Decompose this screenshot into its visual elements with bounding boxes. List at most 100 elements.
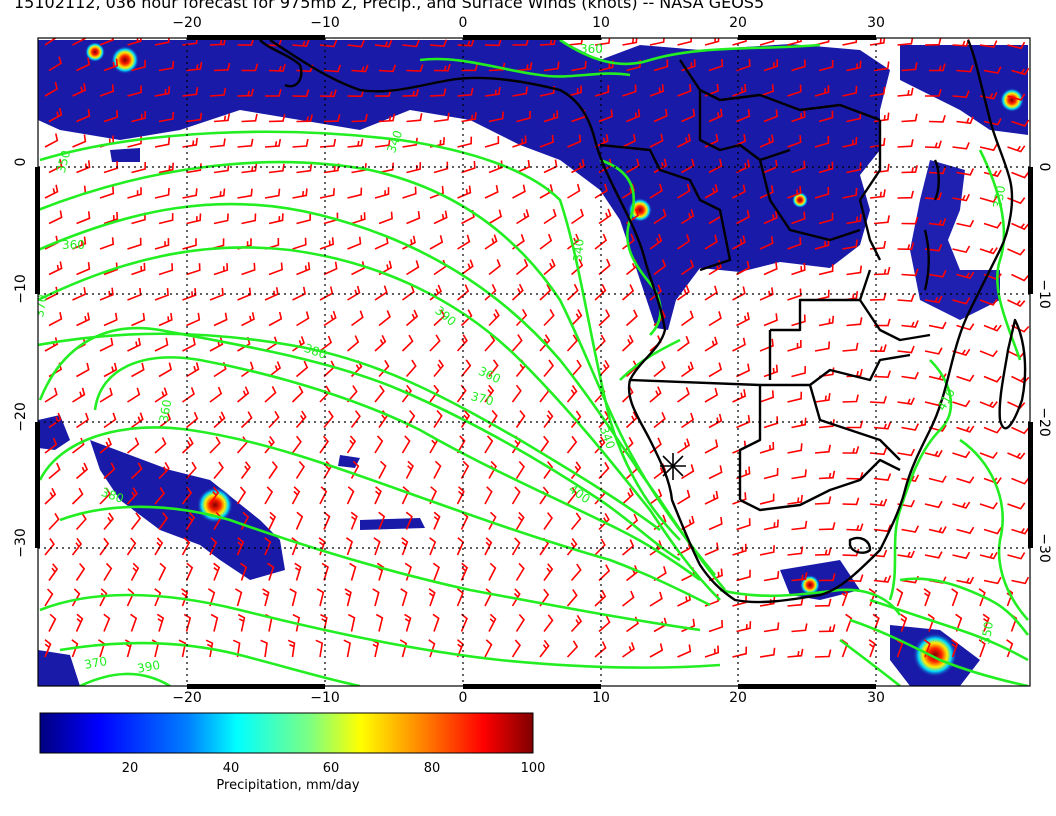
wind-barb xyxy=(406,64,424,72)
wind-barb xyxy=(319,188,335,199)
lon-tick-label: −10 xyxy=(310,15,340,31)
wind-barb xyxy=(457,136,473,148)
wind-barb xyxy=(869,344,887,353)
wind-barb xyxy=(103,613,111,632)
wind-barb xyxy=(103,562,113,581)
wind-barb xyxy=(598,109,613,123)
wind-barb xyxy=(956,323,975,331)
wind-barb xyxy=(323,64,342,73)
wind-barb xyxy=(983,169,1002,178)
wind-barb xyxy=(763,571,780,582)
wind-barb xyxy=(759,545,775,556)
colorbar-title: Precipitation, mm/day xyxy=(216,778,359,793)
wind-barb xyxy=(347,138,364,148)
wind-barb xyxy=(956,425,975,433)
wind-barb xyxy=(846,420,864,429)
wind-barb xyxy=(759,493,775,505)
wind-barb xyxy=(787,648,804,658)
wind-barb xyxy=(296,262,311,276)
wind-barb xyxy=(268,114,286,123)
wind-barb xyxy=(621,385,634,403)
coastlines xyxy=(259,39,1027,604)
wind-barb xyxy=(213,411,226,429)
wind-barb xyxy=(677,38,693,46)
wind-barb xyxy=(598,258,611,276)
wind-barb xyxy=(594,436,606,454)
contour-label: 390 xyxy=(136,658,161,676)
madagascar xyxy=(998,318,1027,430)
wind-barb xyxy=(897,345,915,354)
wind-barb xyxy=(154,187,170,199)
wind-barb xyxy=(677,387,690,403)
wind-barb xyxy=(183,613,192,632)
wind-barb xyxy=(457,87,474,97)
wind-barb xyxy=(979,247,998,255)
wind-barb xyxy=(295,410,307,429)
wind-barb xyxy=(598,564,611,582)
wind-barb xyxy=(131,362,145,378)
contour-label: 330 xyxy=(990,184,1008,209)
wind-barb xyxy=(869,137,886,148)
wind-barb xyxy=(182,188,198,199)
wind-barb xyxy=(791,623,808,633)
wind-barb xyxy=(543,110,559,123)
wind-barb xyxy=(708,413,723,429)
contour-line xyxy=(619,338,681,381)
wind-barb xyxy=(570,309,583,327)
wind-barb xyxy=(295,511,304,530)
wind-barb xyxy=(76,412,90,429)
wind-barb xyxy=(461,63,479,72)
wind-barb xyxy=(292,39,310,48)
wind-barb xyxy=(732,492,747,505)
wind-barb xyxy=(625,411,638,429)
wind-barb xyxy=(846,523,864,532)
wind-barb xyxy=(952,297,971,305)
lon-tick-label: 10 xyxy=(592,15,610,31)
wind-barb xyxy=(154,288,169,301)
wind-barb xyxy=(323,310,337,327)
wind-barb xyxy=(378,162,394,174)
wind-barb xyxy=(539,134,554,148)
wind-barb xyxy=(818,212,834,225)
wind-barb xyxy=(484,639,493,658)
map-title: 15102112, 036 hour forecast for 975mb Z,… xyxy=(14,0,765,12)
wind-barb xyxy=(237,88,254,97)
wind-barb xyxy=(653,360,666,378)
wind-barb xyxy=(952,400,971,408)
wind-barb xyxy=(71,588,81,607)
wind-barb xyxy=(456,284,470,301)
wind-barb xyxy=(484,87,501,97)
wind-barb xyxy=(232,639,241,658)
wind-barb xyxy=(566,589,578,607)
wind-barb xyxy=(236,436,248,454)
wind-barb xyxy=(127,237,142,250)
wind-barb xyxy=(677,133,691,148)
wind-barb xyxy=(103,412,117,429)
wind-barb xyxy=(181,486,193,505)
colorbar-tick-label: 40 xyxy=(223,761,240,776)
contour-line xyxy=(959,438,1029,621)
contour-line xyxy=(59,641,361,686)
wind-barb xyxy=(622,133,636,148)
wind-barb xyxy=(869,86,886,97)
wind-barb xyxy=(736,569,751,582)
wind-barb xyxy=(515,613,526,632)
wind-barb xyxy=(131,262,146,276)
wind-barb xyxy=(154,38,170,46)
wind-barb xyxy=(75,562,86,581)
wind-barb xyxy=(649,488,663,505)
wind-barb xyxy=(570,258,584,276)
wind-barb xyxy=(571,60,587,72)
wind-barb xyxy=(763,261,778,276)
lat-tick-label: −20 xyxy=(1036,407,1052,437)
wind-barb xyxy=(928,475,947,483)
wind-barb xyxy=(814,392,831,403)
wind-barb xyxy=(76,57,91,72)
wind-barb xyxy=(456,435,466,454)
wind-barb xyxy=(814,598,832,607)
wind-barb xyxy=(543,309,555,327)
wind-barb xyxy=(126,437,140,454)
wind-barb xyxy=(846,317,863,327)
wind-barb xyxy=(869,447,888,456)
